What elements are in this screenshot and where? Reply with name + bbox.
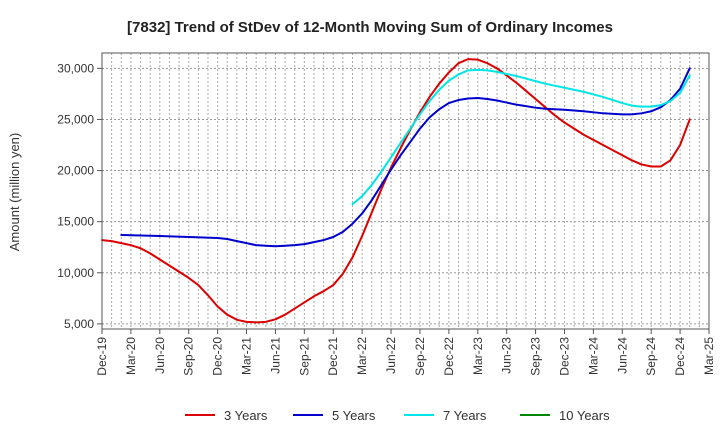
x-tick-label: Mar-25 bbox=[702, 337, 716, 375]
legend-label: 3 Years bbox=[224, 408, 268, 423]
plot-area bbox=[102, 53, 709, 329]
x-tick-label: Dec-19 bbox=[95, 337, 109, 376]
x-tick-label: Sep-23 bbox=[529, 337, 543, 376]
legend-label: 5 Years bbox=[332, 408, 376, 423]
x-tick-label: Mar-20 bbox=[124, 337, 138, 375]
legend-label: 10 Years bbox=[559, 408, 610, 423]
x-tick-label: Jun-24 bbox=[615, 337, 629, 374]
y-tick-label: 10,000 bbox=[57, 266, 94, 280]
series-line-7-years bbox=[351, 68, 691, 206]
x-tick-label: Mar-24 bbox=[586, 337, 600, 375]
x-tick-label: Sep-20 bbox=[182, 337, 196, 376]
x-tick-label: Mar-21 bbox=[240, 337, 254, 375]
y-tick-label: 20,000 bbox=[57, 164, 94, 178]
legend-label: 7 Years bbox=[443, 408, 487, 423]
series-line-3-years bbox=[101, 58, 691, 324]
y-axis-ticks: 5,000 10,000 15,000 20,000 25,000 30,000 bbox=[57, 61, 102, 331]
y-tick-label: 25,000 bbox=[57, 112, 94, 126]
x-tick-label: Jun-20 bbox=[153, 337, 167, 374]
grid-lines bbox=[101, 53, 710, 329]
x-tick-label: Jun-21 bbox=[268, 337, 282, 374]
y-tick-label: 30,000 bbox=[57, 61, 94, 75]
x-tick-label: Dec-24 bbox=[673, 337, 687, 376]
plot-frame bbox=[101, 52, 710, 330]
x-tick-label: Dec-21 bbox=[326, 337, 340, 376]
x-tick-label: Jun-23 bbox=[500, 337, 514, 374]
y-tick-label: 5,000 bbox=[64, 317, 94, 331]
chart-title: [7832] Trend of StDev of 12-Month Moving… bbox=[127, 19, 613, 36]
x-tick-label: Sep-22 bbox=[413, 337, 427, 376]
y-axis-label: Amount (million yen) bbox=[7, 133, 22, 252]
x-tick-label: Dec-22 bbox=[442, 337, 456, 376]
x-tick-label: Dec-23 bbox=[557, 337, 571, 376]
y-tick-label: 15,000 bbox=[57, 215, 94, 229]
series-lines bbox=[101, 58, 691, 324]
x-tick-label: Mar-23 bbox=[471, 337, 485, 375]
x-tick-label: Sep-21 bbox=[297, 337, 311, 376]
x-tick-label: Sep-24 bbox=[644, 337, 658, 376]
series-line-5-years bbox=[120, 67, 691, 248]
x-tick-label: Dec-20 bbox=[211, 337, 225, 376]
x-tick-label: Jun-22 bbox=[384, 337, 398, 374]
x-axis-ticks: Dec-19 Mar-20 Jun-20 Sep-20 Dec-20 Mar-21 Jun-… bbox=[95, 329, 716, 376]
x-tick-label: Mar-22 bbox=[355, 337, 369, 375]
legend: 3 Years 5 Years 7 Years 10 Years bbox=[185, 408, 610, 423]
